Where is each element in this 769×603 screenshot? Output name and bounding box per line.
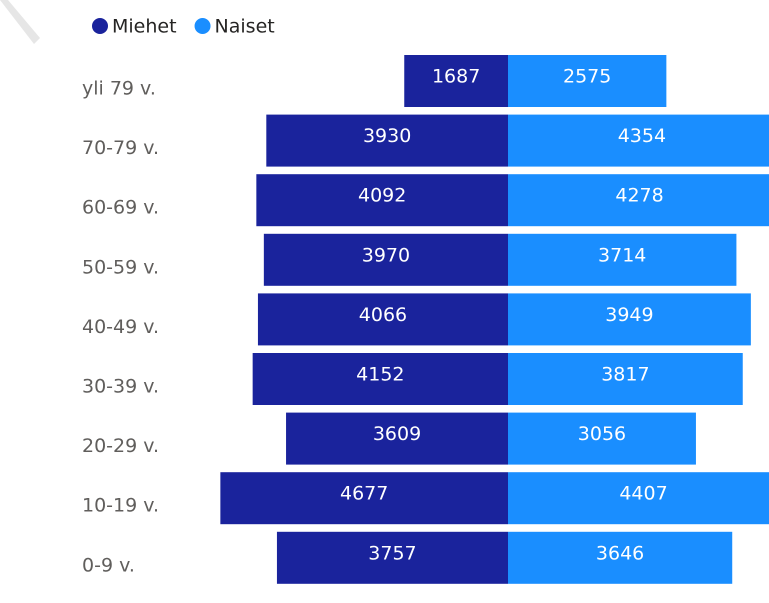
data-label: 3714 <box>598 244 646 266</box>
data-label: 1687 <box>432 66 480 88</box>
data-label: 3646 <box>596 542 644 564</box>
bar <box>508 531 733 584</box>
legend-marker <box>194 18 211 34</box>
bar <box>508 55 667 107</box>
data-label: 4354 <box>618 125 666 147</box>
y-tick-label: 60-69 v. <box>82 197 159 219</box>
bar <box>220 472 508 525</box>
y-tick-label: 10-19 v. <box>82 495 159 517</box>
bar <box>404 55 508 107</box>
data-label: 4278 <box>615 185 663 207</box>
bar <box>257 293 508 346</box>
data-label: 4407 <box>619 483 667 505</box>
y-tick-label: 0-9 v. <box>82 554 135 576</box>
y-tick-label: 20-29 v. <box>82 435 159 457</box>
legend-label: Naiset <box>215 16 275 38</box>
data-label: 3609 <box>373 423 421 445</box>
bar <box>252 353 508 405</box>
y-tick-label: yli 79 v. <box>82 78 156 100</box>
bar <box>508 353 743 405</box>
y-tick-label: 70-79 v. <box>82 137 159 159</box>
data-label: 3817 <box>601 364 649 386</box>
data-label: 3949 <box>605 304 653 326</box>
legend-marker <box>92 18 108 34</box>
data-label: 3056 <box>578 423 626 445</box>
data-label: 3930 <box>363 125 411 147</box>
bar <box>508 233 737 286</box>
data-label: 3757 <box>368 542 416 564</box>
data-label: 2575 <box>563 66 611 88</box>
data-label: 4152 <box>356 364 404 386</box>
data-label: 4066 <box>359 304 407 326</box>
bar <box>508 114 769 167</box>
bar <box>276 531 508 584</box>
data-label: 3970 <box>362 244 410 266</box>
corner-decoration <box>0 0 40 44</box>
legend-label: Miehet <box>112 16 177 38</box>
bar <box>256 174 508 227</box>
bar <box>266 114 508 167</box>
data-label: 4677 <box>340 483 388 505</box>
data-label: 4092 <box>358 185 406 207</box>
bar <box>508 174 769 227</box>
bar <box>508 293 751 346</box>
bar <box>508 412 696 465</box>
bar <box>263 233 508 286</box>
bar <box>508 472 769 525</box>
y-tick-label: 40-49 v. <box>82 316 159 338</box>
y-tick-label: 30-39 v. <box>82 376 159 398</box>
bar <box>286 412 508 465</box>
y-tick-label: 50-59 v. <box>82 256 159 278</box>
